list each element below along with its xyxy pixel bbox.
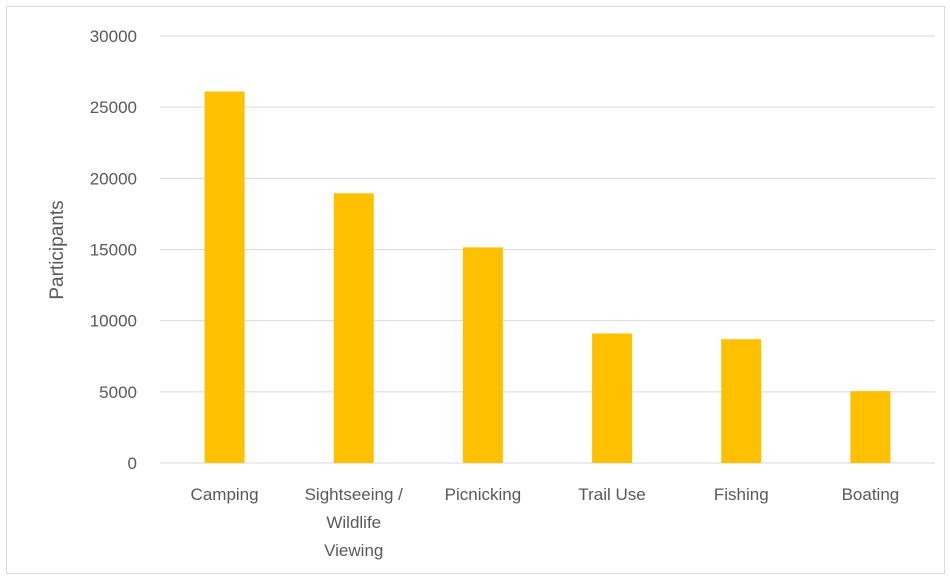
x-axis-ticks: Camping Sightseeing / Wildlife Viewing Picni…	[191, 485, 900, 560]
bar	[204, 91, 245, 463]
y-tick-label: 15000	[90, 241, 137, 260]
y-tick-label: 30000	[90, 27, 137, 46]
x-tick-label-line: Fishing	[714, 485, 769, 504]
x-tick-label: Picnicking	[445, 485, 522, 504]
x-tick-label-line: Viewing	[324, 541, 383, 560]
bars	[204, 91, 891, 464]
x-tick-label: Fishing	[714, 485, 769, 504]
x-tick-label-line: Camping	[191, 485, 259, 504]
x-tick-label: Boating	[842, 485, 900, 504]
bar	[462, 247, 503, 463]
x-tick-label: Sightseeing / Wildlife Viewing	[305, 485, 404, 560]
y-tick-label: 0	[128, 454, 137, 473]
bar	[592, 333, 633, 463]
y-tick-label: 5000	[99, 383, 137, 402]
y-tick-label: 10000	[90, 312, 137, 331]
bar	[850, 391, 891, 463]
x-tick-label-line: Trail Use	[578, 485, 645, 504]
x-tick-label-line: Boating	[842, 485, 900, 504]
bar	[333, 193, 374, 464]
gridlines	[160, 35, 935, 464]
x-tick-label-line: Wildlife	[326, 513, 381, 532]
y-tick-label: 20000	[90, 169, 137, 188]
bar	[721, 339, 762, 463]
x-tick-label: Camping	[191, 485, 259, 504]
x-tick-label-line: Sightseeing /	[305, 485, 404, 504]
x-tick-label: Trail Use	[578, 485, 645, 504]
x-tick-label-line: Picnicking	[445, 485, 522, 504]
y-axis-title: Participants	[47, 200, 68, 299]
y-tick-label: 25000	[90, 98, 137, 117]
y-axis-ticks: 0 5000 10000 15000 20000 25000 30000	[90, 27, 137, 473]
